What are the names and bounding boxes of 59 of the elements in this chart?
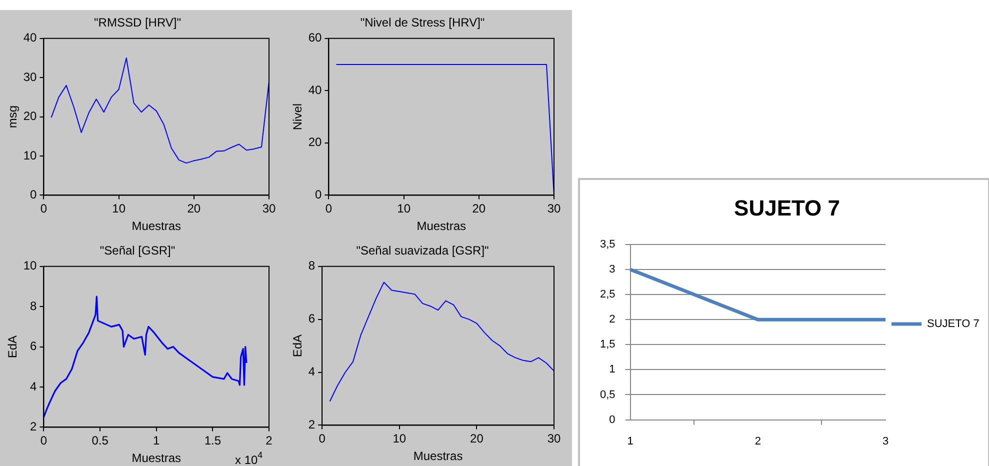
x-axis-title: Muestras [413, 449, 463, 464]
y-tick-label: 0,5 [600, 388, 616, 401]
x-tick-label: 1.5 [204, 434, 222, 448]
y-tick-label: 1,5 [600, 338, 616, 351]
y-tick-label: 0 [609, 414, 616, 426]
y-tick-label: 2 [30, 420, 38, 434]
y-axis-title: EdA [6, 335, 20, 358]
x-tick-label: 30 [262, 202, 276, 216]
x-tick-label: 10 [112, 202, 126, 216]
x-axis-title: Muestras [132, 219, 182, 234]
chart-title: "Señal [GSR]" [100, 244, 176, 258]
y-tick-label: 6 [308, 312, 316, 326]
chart-title: SUJETO 7 [734, 195, 840, 220]
y-tick-label: 2 [609, 314, 616, 326]
x-tick-label: 20 [470, 432, 484, 446]
chart-title: "Señal suavizada [GSR]" [356, 244, 489, 258]
y-tick-label: 20 [23, 109, 38, 124]
x-tick-label: 0 [325, 202, 332, 216]
x-tick-label: 30 [547, 202, 561, 216]
y-tick-label: 30 [23, 70, 38, 84]
x-tick-label: 1 [153, 434, 160, 448]
y-tick-label: 40 [23, 30, 38, 45]
y-tick-label: 20 [308, 135, 322, 150]
x-axis-title: Muestras [132, 451, 182, 466]
y-axis-title: Nivel [290, 103, 305, 130]
chart-title: "Nivel de Stress [HRV]" [360, 16, 485, 30]
y-tick-label: 4 [30, 379, 38, 394]
y-tick-label: 0 [315, 188, 322, 202]
y-tick-label: 10 [23, 258, 38, 273]
x-tick-label: 10 [397, 202, 411, 216]
y-tick-label: 3,5 [600, 238, 616, 250]
y-tick-label: 40 [308, 82, 322, 97]
x-axis-title: Muestras [416, 219, 466, 234]
y-tick-label: 3 [609, 263, 616, 276]
y-tick-label: 2,5 [600, 288, 616, 301]
x-tick-label: 0 [40, 434, 48, 448]
y-tick-label: 60 [308, 30, 322, 45]
y-tick-label: 8 [30, 298, 38, 313]
y-tick-label: 6 [30, 339, 38, 354]
x-tick-label: 30 [547, 432, 561, 446]
x-tick-label: 20 [187, 202, 201, 216]
y-tick-label: 1 [609, 364, 616, 376]
x-tick-label: 2 [754, 435, 761, 448]
x-tick-label: 0.5 [92, 434, 109, 448]
y-tick-label: 8 [308, 258, 316, 273]
y-axis-title: EdA [290, 334, 305, 358]
x-tick-label: 0 [40, 202, 48, 216]
y-tick-label: 2 [308, 418, 316, 432]
y-tick-label: 10 [23, 148, 38, 162]
x-tick-label: 2 [266, 434, 273, 448]
legend-label: SUJETO 7 [927, 318, 980, 330]
y-tick-label: 0 [30, 188, 38, 202]
y-tick-label: 4 [308, 364, 316, 379]
y-axis-title: msg [6, 105, 20, 128]
x-tick-label: 1 [627, 435, 634, 448]
x-tick-label: 10 [392, 432, 406, 446]
x-tick-label: 3 [882, 435, 889, 448]
x-tick-label: 20 [472, 202, 486, 216]
chart-title: "RMSSD [HRV]" [94, 16, 181, 30]
